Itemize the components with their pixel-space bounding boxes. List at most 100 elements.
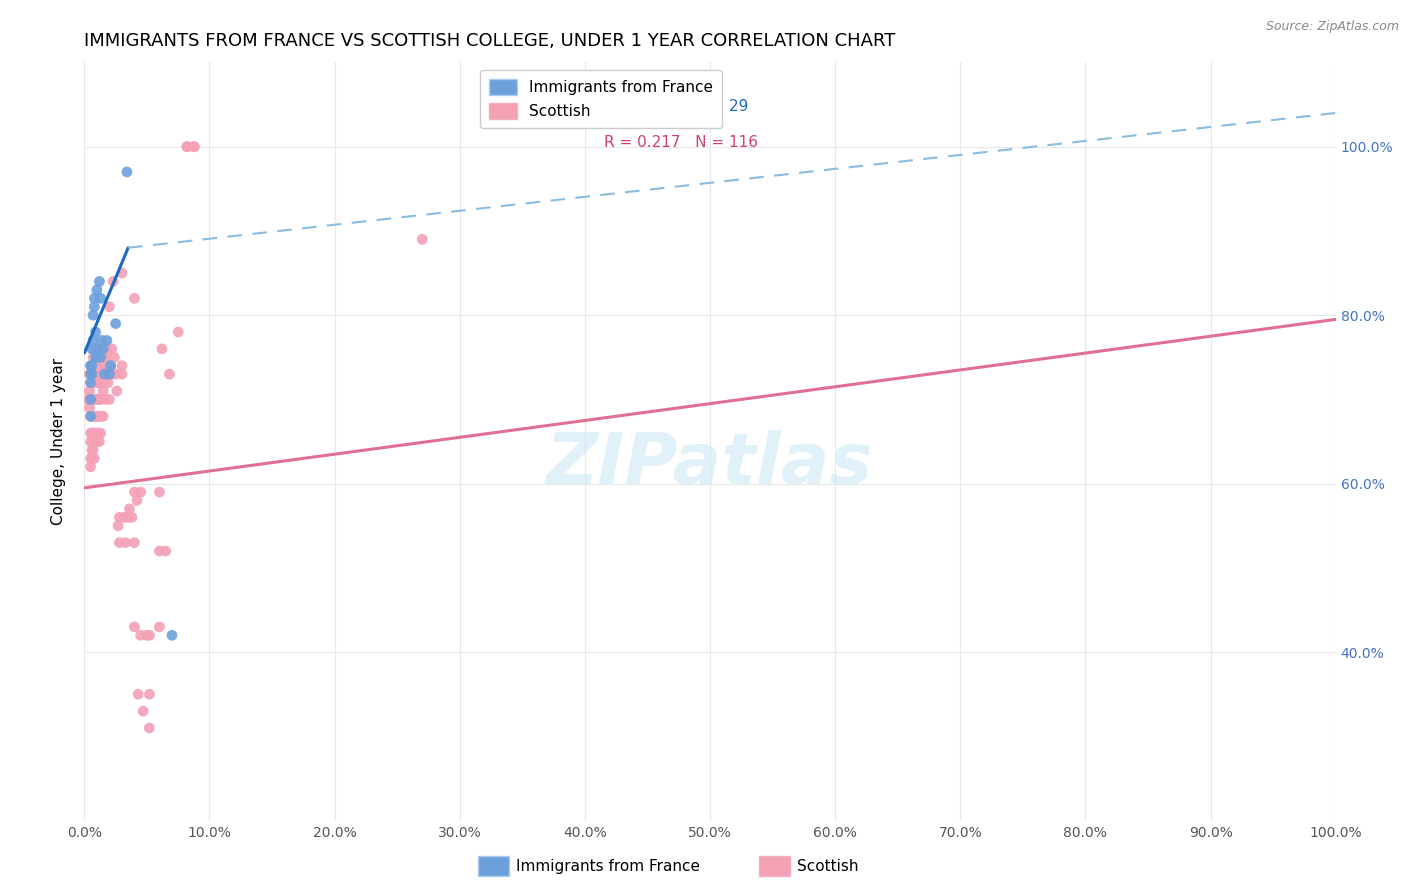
Point <box>82 409 104 424</box>
Point <box>86 392 108 407</box>
Point <box>84 426 107 441</box>
Point <box>98 392 121 407</box>
Point <box>86 359 108 373</box>
Point <box>79 459 101 474</box>
Point <box>87 342 110 356</box>
Point <box>79 367 101 381</box>
Point <box>90 351 112 365</box>
Point <box>89 392 111 407</box>
Point <box>79 376 101 390</box>
Point <box>83 359 105 373</box>
Point <box>160 628 183 642</box>
Point <box>89 359 111 373</box>
Point <box>84 351 107 365</box>
Point <box>84 392 107 407</box>
Point <box>80 376 103 390</box>
Point <box>86 351 108 365</box>
Point <box>107 518 129 533</box>
Point <box>94 392 117 407</box>
Point <box>93 359 115 373</box>
Point <box>91 384 114 398</box>
Text: Source: ZipAtlas.com: Source: ZipAtlas.com <box>1265 20 1399 33</box>
Point <box>87 409 110 424</box>
Point <box>87 426 110 441</box>
Point <box>176 139 198 153</box>
Point <box>111 266 134 280</box>
Point <box>98 367 121 381</box>
Point <box>138 628 160 642</box>
Point <box>91 351 114 365</box>
Point <box>129 628 152 642</box>
Point <box>79 359 101 373</box>
Text: R = 0.174   N = 29: R = 0.174 N = 29 <box>603 99 748 114</box>
Text: ZIPatlas: ZIPatlas <box>547 430 873 499</box>
Point <box>80 409 103 424</box>
Point <box>124 620 146 634</box>
Point <box>79 409 101 424</box>
Point <box>83 451 105 466</box>
Point <box>132 704 155 718</box>
Point <box>90 409 112 424</box>
Point <box>83 434 105 449</box>
Point <box>93 376 115 390</box>
Point <box>86 409 108 424</box>
Point <box>108 535 131 549</box>
Point <box>79 367 101 381</box>
Point <box>94 351 117 365</box>
Point <box>89 275 111 289</box>
Point <box>96 367 118 381</box>
Text: IMMIGRANTS FROM FRANCE VS SCOTTISH COLLEGE, UNDER 1 YEAR CORRELATION CHART: IMMIGRANTS FROM FRANCE VS SCOTTISH COLLE… <box>84 32 896 50</box>
Point <box>89 376 111 390</box>
Point <box>111 367 134 381</box>
Point <box>80 442 103 457</box>
Point <box>411 232 433 246</box>
Point <box>90 342 112 356</box>
Point <box>183 139 205 153</box>
Point <box>82 334 104 348</box>
Point <box>181 139 204 153</box>
Point <box>101 342 124 356</box>
Text: Immigrants from France: Immigrants from France <box>516 859 700 873</box>
Point <box>79 392 101 407</box>
Point <box>90 392 112 407</box>
Point <box>82 367 104 381</box>
Point <box>90 359 112 373</box>
Point <box>86 434 108 449</box>
Point <box>124 535 146 549</box>
Point <box>121 510 143 524</box>
Point <box>96 334 118 348</box>
Point <box>84 351 107 365</box>
Point <box>103 351 125 365</box>
Point <box>79 426 101 441</box>
Point <box>80 392 103 407</box>
Point <box>136 628 159 642</box>
Point <box>108 510 131 524</box>
Point <box>84 325 107 339</box>
Point <box>83 291 105 305</box>
Point <box>148 544 170 558</box>
Point <box>90 351 112 365</box>
Point <box>96 342 118 356</box>
Point <box>101 275 124 289</box>
Point <box>90 426 112 441</box>
Point <box>91 409 114 424</box>
Point <box>104 317 127 331</box>
Point <box>80 367 103 381</box>
Point <box>100 359 122 373</box>
Point <box>82 442 104 457</box>
Point <box>91 367 114 381</box>
Point <box>86 376 108 390</box>
Point <box>138 721 160 735</box>
Point <box>90 376 112 390</box>
Point <box>82 351 104 365</box>
Point <box>89 434 111 449</box>
Point <box>93 367 115 381</box>
Point <box>82 308 104 322</box>
Point <box>90 334 112 348</box>
Point <box>98 300 121 314</box>
Point <box>79 359 101 373</box>
Point <box>104 367 127 381</box>
Point <box>90 367 112 381</box>
Point <box>124 291 146 305</box>
Point <box>176 139 198 153</box>
